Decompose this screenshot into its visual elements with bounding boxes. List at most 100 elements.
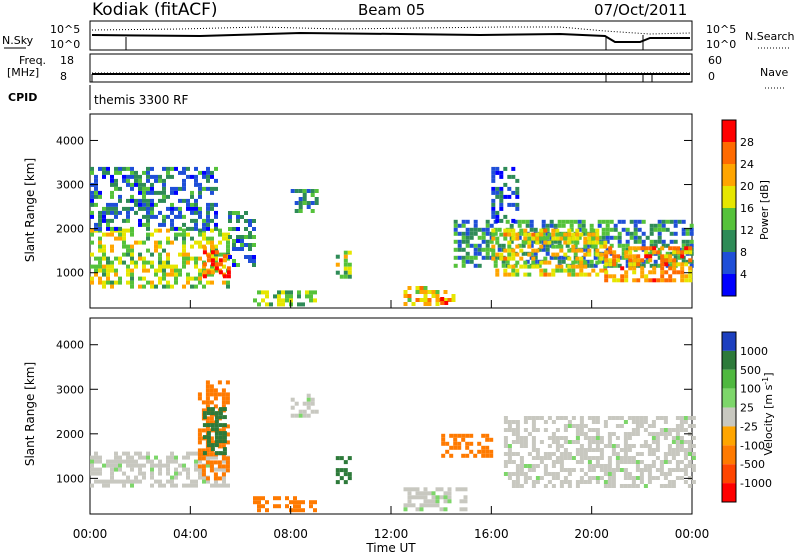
echo-cell xyxy=(607,444,612,448)
echo-cell xyxy=(126,206,130,211)
echo-cell xyxy=(671,456,676,460)
echo-cell xyxy=(491,174,496,179)
echo-cell xyxy=(206,435,211,440)
echo-cell xyxy=(130,256,134,261)
echo-cell xyxy=(106,226,110,231)
echo-cell xyxy=(503,428,508,432)
echo-cell xyxy=(106,170,110,175)
echo-cell xyxy=(507,420,512,424)
echo-cell xyxy=(633,231,638,236)
freq-drop-marks xyxy=(91,74,653,82)
echo-cell xyxy=(689,227,694,232)
echo-cell xyxy=(611,452,616,456)
echo-cell xyxy=(591,440,596,444)
echo-cell xyxy=(166,256,170,261)
echo-cell xyxy=(661,219,666,224)
echo-cell xyxy=(335,262,340,267)
echo-cell xyxy=(659,460,664,464)
echo-cell xyxy=(603,472,608,476)
echo-cell xyxy=(669,251,674,256)
echo-cell xyxy=(632,246,637,251)
echo-cell xyxy=(579,232,584,237)
echo-cell xyxy=(611,472,616,476)
echo-cell xyxy=(543,456,548,460)
echo-cell xyxy=(481,445,486,450)
echo-cell xyxy=(563,252,568,257)
echo-cell xyxy=(114,202,118,207)
echo-cell xyxy=(491,228,496,233)
echo-cell xyxy=(217,460,222,465)
echo-cell xyxy=(94,459,98,464)
echo-cell xyxy=(182,252,186,257)
echo-cell xyxy=(138,471,142,476)
echo-cell xyxy=(561,259,566,264)
echo-cell xyxy=(114,226,118,231)
echo-cell xyxy=(198,475,202,480)
echo-cell xyxy=(310,401,315,406)
echo-cell xyxy=(194,284,198,289)
echo-cell xyxy=(583,452,588,456)
echo-cell xyxy=(681,219,686,224)
colorbar-swatch xyxy=(722,350,736,370)
echo-cell xyxy=(667,432,672,436)
echo-cell xyxy=(515,436,520,440)
echo-cell xyxy=(142,202,146,207)
echo-cell xyxy=(631,480,636,484)
echo-cell xyxy=(667,452,672,456)
echo-cell xyxy=(289,294,293,299)
echo-cell xyxy=(106,166,110,171)
echo-cell xyxy=(186,232,190,237)
x-tick-label: 00:00 xyxy=(73,527,108,541)
echo-region xyxy=(604,246,693,283)
echo-cell xyxy=(343,480,348,485)
echo-cell xyxy=(583,260,588,265)
echo-cell xyxy=(209,464,214,469)
echo-cell xyxy=(473,227,478,232)
echo-cell xyxy=(477,251,482,256)
echo-cell xyxy=(571,264,576,269)
echo-cell xyxy=(186,166,190,171)
echo-cell xyxy=(453,239,458,244)
echo-cell xyxy=(314,409,319,414)
echo-cell xyxy=(122,166,126,171)
echo-cell xyxy=(210,280,214,285)
echo-cell xyxy=(545,251,550,256)
echo-cell xyxy=(595,444,600,448)
echo-cell xyxy=(190,479,194,484)
echo-cell xyxy=(633,239,638,244)
echo-cell xyxy=(575,448,580,452)
echo-cell xyxy=(635,424,640,428)
echo-cell xyxy=(294,189,299,193)
echo-cell xyxy=(150,198,154,203)
echo-cell xyxy=(583,472,588,476)
echo-cell xyxy=(607,484,612,488)
echo-cell xyxy=(206,174,210,179)
echo-cell xyxy=(675,468,680,472)
echo-cell xyxy=(186,202,190,207)
echo-cell xyxy=(453,227,458,232)
echo-cell xyxy=(515,268,520,273)
echo-cell xyxy=(523,228,528,233)
echo-cell xyxy=(449,445,454,450)
echo-cell xyxy=(485,453,490,458)
echo-cell xyxy=(343,468,348,473)
echo-cell xyxy=(118,467,122,472)
echo-cell xyxy=(499,232,504,237)
echo-cell xyxy=(679,448,684,452)
echo-cell xyxy=(631,460,636,464)
echo-cell xyxy=(503,182,508,187)
echo-cell xyxy=(481,453,486,458)
echo-cell xyxy=(551,452,556,456)
echo-cell xyxy=(601,231,606,236)
echo-cell xyxy=(302,201,307,205)
echo-cell xyxy=(302,409,307,414)
echo-cell xyxy=(665,227,670,232)
echo-cell xyxy=(557,223,562,228)
echo-cell xyxy=(106,276,110,281)
echo-cell xyxy=(555,268,560,273)
echo-cell xyxy=(198,240,202,245)
echo-cell xyxy=(102,210,106,215)
echo-cell xyxy=(221,456,226,461)
echo-cell xyxy=(214,415,219,420)
